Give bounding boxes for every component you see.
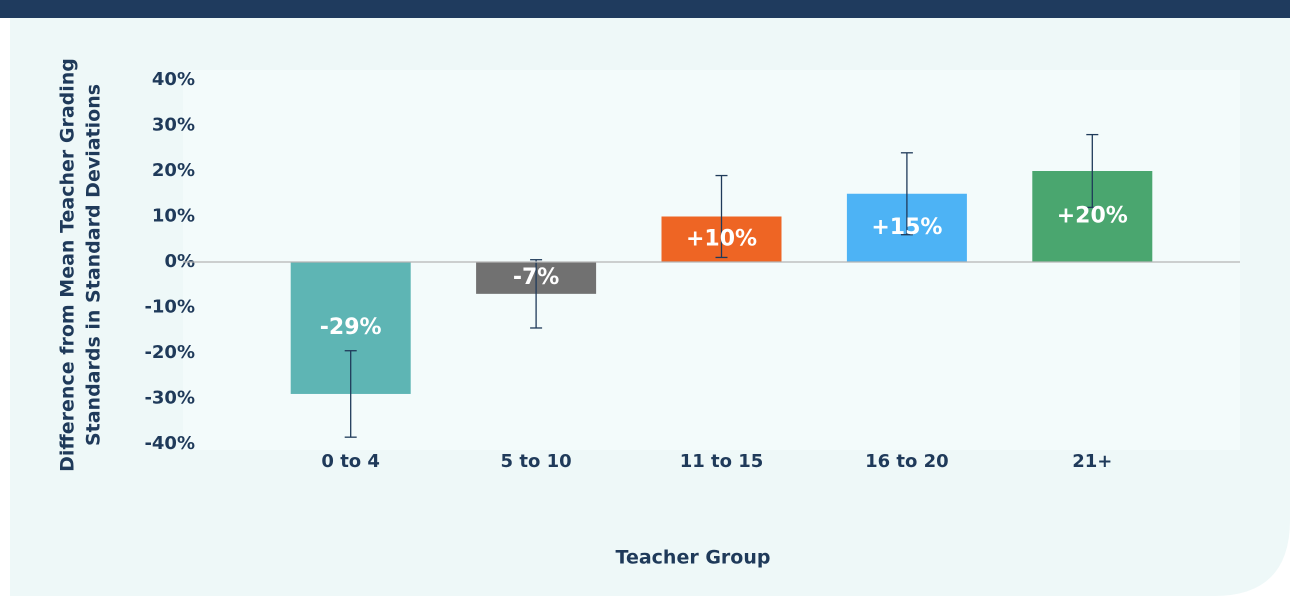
- value-label: +15%: [871, 215, 942, 240]
- y-axis-title: Standards in Standard Deviations: [83, 84, 105, 446]
- y-tick-label: 20%: [152, 160, 195, 181]
- header-bar: [0, 0, 1290, 18]
- value-label: -7%: [513, 265, 559, 290]
- value-label: +10%: [686, 226, 757, 251]
- y-tick-label: 0%: [164, 251, 195, 272]
- value-label: +20%: [1057, 204, 1128, 229]
- y-tick-label: 30%: [152, 115, 195, 136]
- y-tick-label: -40%: [144, 433, 195, 454]
- value-label: -29%: [320, 315, 382, 340]
- x-tick-label: 21+: [1072, 451, 1112, 472]
- y-tick-label: -30%: [144, 388, 195, 409]
- y-tick-label: -20%: [144, 342, 195, 363]
- x-tick-label: 16 to 20: [865, 451, 949, 472]
- y-tick-label: -10%: [144, 297, 195, 318]
- x-tick-label: 5 to 10: [501, 451, 572, 472]
- x-tick-label: 11 to 15: [680, 451, 764, 472]
- x-tick-label: 0 to 4: [321, 451, 380, 472]
- y-tick-label: 10%: [152, 206, 195, 227]
- y-tick-label: 40%: [152, 69, 195, 90]
- x-axis-title: Teacher Group: [616, 547, 771, 569]
- y-axis-title: Difference from Mean Teacher Grading: [57, 58, 79, 472]
